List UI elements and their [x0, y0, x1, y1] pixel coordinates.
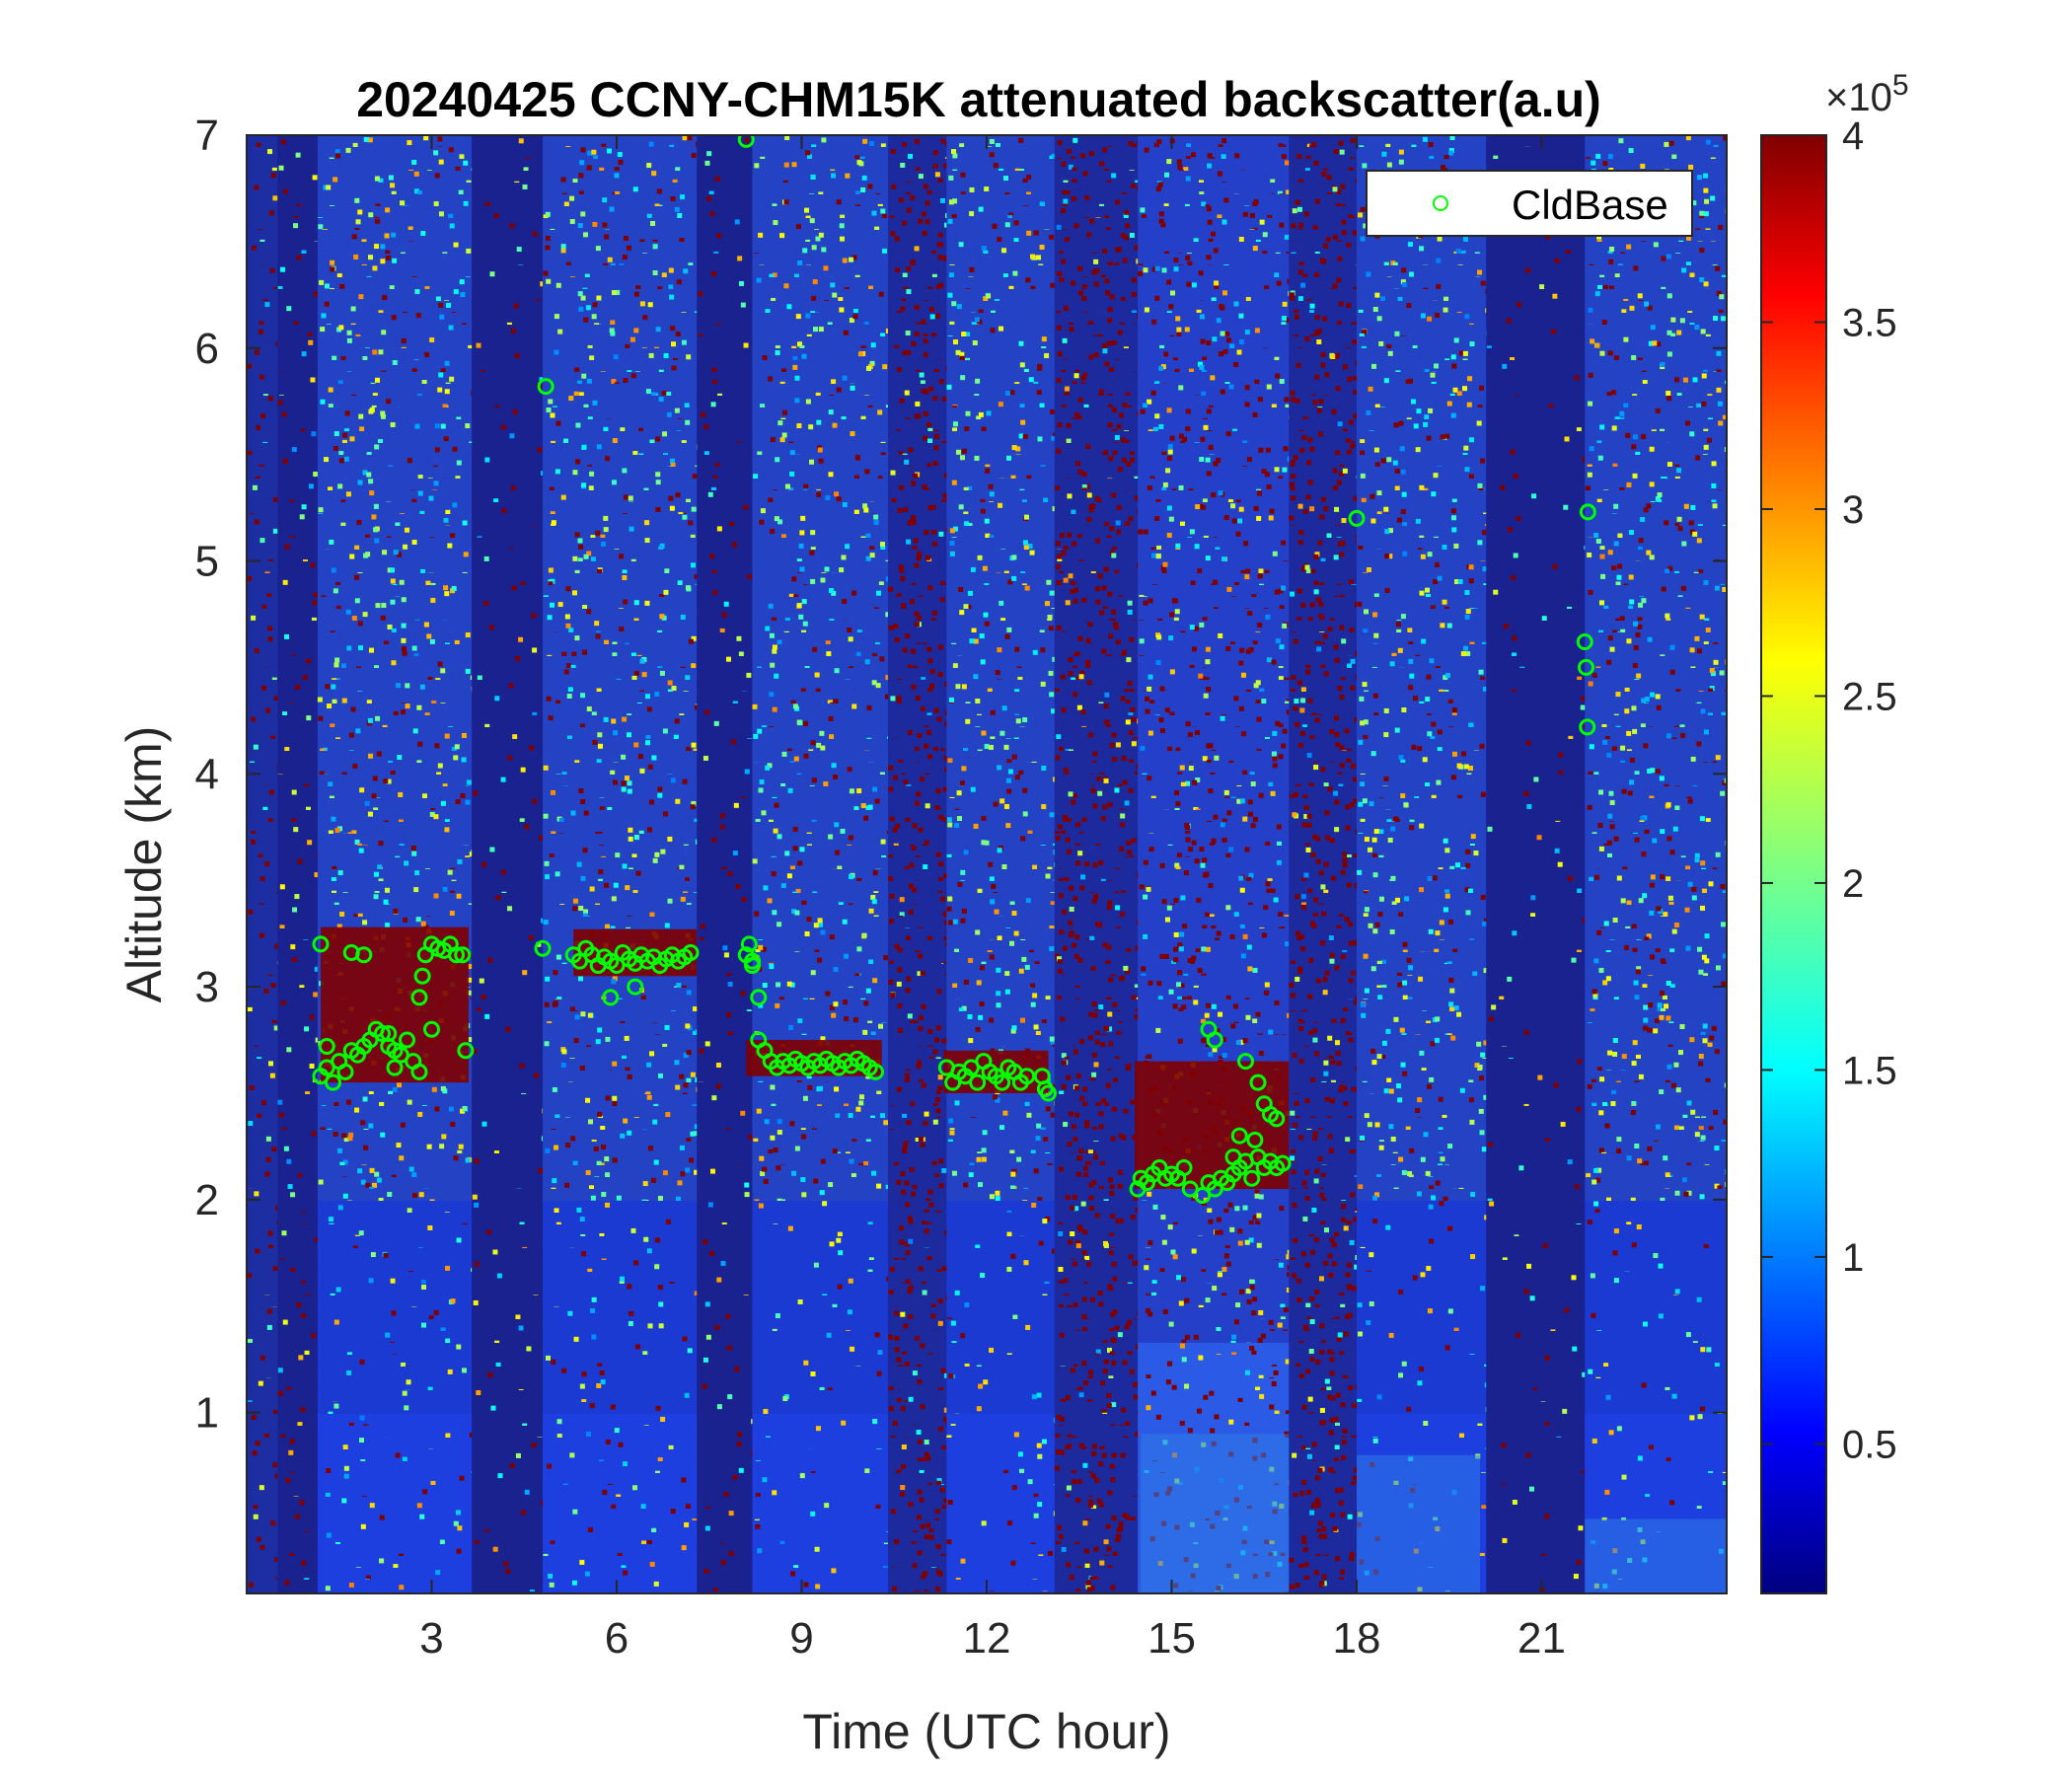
cldbase-point: [602, 989, 620, 1006]
cloud-base-markers: [312, 135, 1596, 1205]
cldbase-point: [1578, 658, 1594, 676]
cldbase-point: [744, 952, 761, 970]
cldbase-point: [380, 1025, 398, 1043]
y-tick-label: 7: [195, 111, 219, 160]
cldbase-point: [1243, 1169, 1261, 1187]
legend-box: [1366, 170, 1693, 237]
colorbar-tick-label: 4: [1842, 114, 1864, 158]
cldbase-point: [1576, 633, 1593, 651]
y-tick-label: 1: [195, 1389, 219, 1438]
cldbase-point: [423, 1020, 440, 1038]
cldbase-point: [750, 989, 768, 1006]
colorbar-tick-label: 1: [1842, 1236, 1864, 1280]
colorbar-tick-label: 3.5: [1842, 301, 1897, 344]
cldbase-point: [627, 978, 644, 996]
cldbase-point: [318, 1037, 335, 1055]
cldbase-point: [448, 946, 465, 964]
cldbase-point: [994, 1073, 1011, 1091]
colorbar-tick-label: 2: [1842, 862, 1864, 906]
cldbase-point: [537, 378, 555, 396]
cldbase-point: [1040, 1084, 1057, 1102]
cldbase-point: [410, 989, 428, 1006]
y-tick-label: 3: [195, 963, 219, 1011]
cldbase-point: [374, 1025, 391, 1043]
cldbase-point: [867, 1063, 884, 1080]
cldbase-point: [682, 944, 700, 962]
colorbar-tick-label: 2.5: [1842, 675, 1897, 718]
colorbar-exponent: ×105: [1825, 69, 1909, 119]
x-tick-label: 21: [1517, 1614, 1566, 1663]
colorbar-bar: [1760, 134, 1827, 1594]
cldbase-point: [336, 1063, 354, 1080]
cldbase-point: [534, 939, 552, 957]
cldbase-point: [1274, 1154, 1292, 1172]
chart-title: 20240425 CCNY-CHM15K attenuated backscat…: [356, 72, 1601, 127]
legend-label: CldBase: [1512, 182, 1668, 228]
cldbase-point: [737, 135, 755, 148]
y-axis: 1 2 3 4 5 6 7: [195, 111, 1727, 1438]
cldbase-point: [410, 1063, 428, 1080]
colorbar-tick-label: 1.5: [1842, 1049, 1897, 1092]
colorbar: 0.5 1 1.5 2 2.5 3 3.5 4 ×105: [1760, 69, 1909, 1594]
cldbase-point: [413, 967, 431, 985]
y-axis-label: Altitude (km): [116, 726, 172, 1003]
x-tick-label: 6: [605, 1614, 629, 1663]
y-tick-label: 5: [195, 538, 219, 586]
cldbase-point: [1348, 509, 1366, 527]
cldbase-point: [312, 935, 330, 953]
cldbase-point: [1230, 1127, 1248, 1145]
cldbase-point: [1224, 1148, 1242, 1166]
cldbase-point: [969, 1073, 987, 1091]
cldbase-point: [1246, 1131, 1264, 1148]
x-tick-label: 12: [963, 1614, 1011, 1663]
cldbase-point: [1175, 1158, 1193, 1176]
legend-marker: [1433, 195, 1448, 211]
y-tick-label: 4: [195, 750, 219, 798]
x-axis: 3 6 9 12 15 18 21: [419, 135, 1566, 1663]
cldbase-point: [1249, 1073, 1267, 1091]
cldbase-point: [1579, 503, 1596, 521]
cldbase-point: [386, 1059, 404, 1076]
cldbase-point: [355, 946, 373, 964]
x-tick-label: 9: [789, 1614, 813, 1663]
cldbase-point: [454, 946, 472, 964]
y-tick-label: 6: [195, 325, 219, 373]
colorbar-tick-label: 3: [1842, 488, 1864, 532]
cldbase-point: [1206, 1031, 1223, 1049]
cldbase-point: [1579, 718, 1596, 736]
x-tick-label: 3: [419, 1614, 443, 1663]
cldbase-point: [1237, 1053, 1254, 1071]
cldbase-point: [740, 935, 758, 953]
cldbase-point: [399, 1031, 415, 1049]
x-axis-label: Time (UTC hour): [802, 1704, 1170, 1759]
cldbase-point: [1018, 1068, 1036, 1085]
y-tick-label: 2: [195, 1176, 219, 1224]
cldbase-point: [1268, 1110, 1286, 1128]
backscatter-heatmap: [247, 135, 1727, 1593]
x-tick-label: 18: [1333, 1614, 1381, 1663]
x-tick-label: 15: [1147, 1614, 1196, 1663]
cldbase-point: [457, 1042, 475, 1060]
cldbase-point: [325, 1073, 341, 1091]
colorbar-tick-label: 0.5: [1842, 1423, 1897, 1466]
legend: CldBase: [1366, 170, 1693, 237]
